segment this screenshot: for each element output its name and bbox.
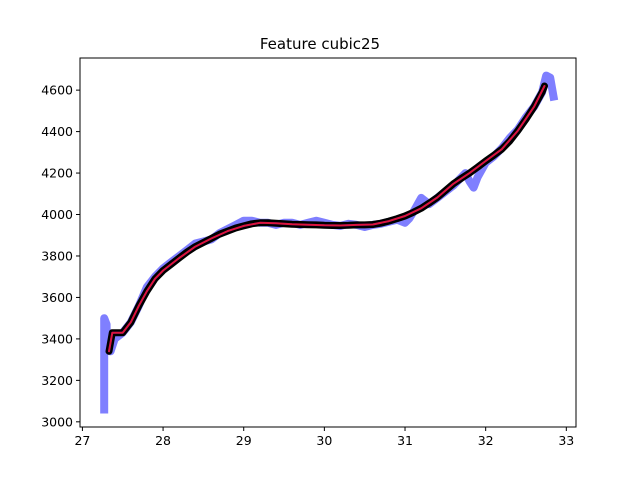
x-axis-ticks: 27 28 29 30 31 32 33 (74, 427, 574, 448)
y-tick-label: 4000 (41, 207, 73, 222)
x-tick-label: 32 (478, 433, 494, 448)
x-tick-label: 33 (558, 433, 574, 448)
x-tick-label: 31 (397, 433, 413, 448)
series-layer (100, 71, 559, 414)
chart-title: Feature cubic25 (260, 35, 380, 53)
x-tick-label: 28 (155, 433, 171, 448)
y-tick-label: 3200 (41, 373, 73, 388)
plot-frame (79, 57, 577, 428)
series-line-3 (108, 85, 546, 353)
y-tick-label: 4600 (41, 83, 73, 98)
x-tick-label: 27 (74, 433, 90, 448)
series-line-2 (108, 85, 546, 353)
y-tick-label: 4400 (41, 124, 73, 139)
y-tick-label: 4200 (41, 166, 73, 181)
series-line-1 (105, 82, 548, 355)
y-tick-label: 3800 (41, 248, 73, 263)
x-tick-label: 30 (316, 433, 332, 448)
y-tick-label: 3400 (41, 331, 73, 346)
y-axis-ticks: 3000 3200 3400 3600 3800 4000 4200 4400 4600 (41, 83, 80, 429)
x-tick-label: 29 (236, 433, 252, 448)
y-tick-label: 3000 (41, 414, 73, 429)
series-line-0 (100, 71, 559, 414)
y-tick-label: 3600 (41, 290, 73, 305)
